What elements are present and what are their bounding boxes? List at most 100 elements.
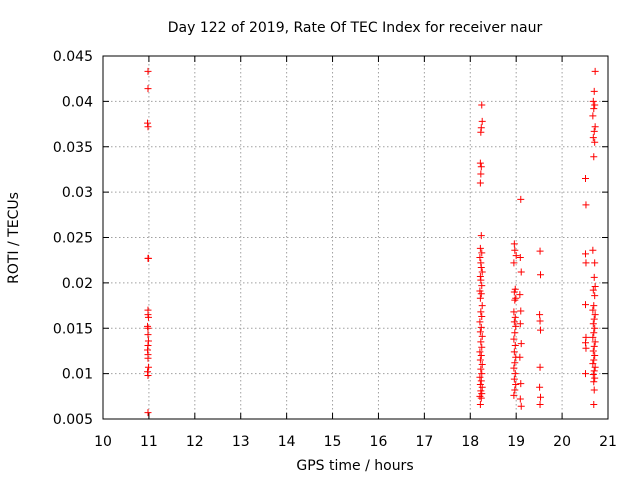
- x-axis-ticks: 10 11 12 13 14 15 16 17 18 19 20 21: [94, 56, 617, 450]
- data-point-plus-marker: [144, 254, 152, 262]
- y-tick-label: 0.005: [53, 412, 93, 428]
- data-point-plus-marker: [590, 302, 598, 310]
- chart-title: Day 122 of 2019, Rate Of TEC Index for r…: [168, 20, 543, 36]
- data-point-plus-marker: [144, 331, 152, 339]
- data-point-plus-marker: [582, 370, 590, 378]
- data-point-plus-marker: [591, 363, 599, 371]
- data-point-plus-marker: [536, 363, 544, 371]
- data-point-plus-marker: [589, 286, 597, 294]
- y-axis-ticks: 0.005 0.01 0.015 0.02 0.025 0.03 0.035 0.04 0.04…: [53, 49, 608, 428]
- data-point-plus-marker: [516, 291, 524, 299]
- data-point-plus-marker: [510, 375, 518, 383]
- data-point-plus-marker: [536, 400, 544, 408]
- data-point-plus-marker: [476, 328, 484, 336]
- data-point-plus-marker: [510, 391, 518, 399]
- data-point-plus-marker: [478, 282, 486, 290]
- data-point-plus-marker: [144, 313, 152, 321]
- y-tick-label: 0.03: [62, 185, 93, 201]
- data-point-plus-marker: [477, 232, 485, 240]
- data-point-plus-marker: [511, 386, 519, 394]
- x-tick-label: 10: [94, 434, 112, 450]
- data-point-plus-marker: [144, 123, 152, 131]
- data-point-plus-marker: [590, 127, 598, 135]
- data-point-plus-marker: [478, 343, 486, 351]
- data-point-plus-marker: [536, 311, 544, 319]
- x-tick-label: 18: [461, 434, 479, 450]
- data-point-plus-marker: [590, 378, 598, 386]
- data-point-plus-marker: [517, 402, 525, 410]
- data-point-plus-marker: [477, 263, 485, 271]
- data-point-plus-marker: [476, 392, 484, 400]
- data-point-plus-marker: [589, 320, 597, 328]
- data-point-plus-marker: [477, 290, 485, 298]
- data-point-plus-marker: [589, 246, 597, 254]
- data-point-plus-marker: [590, 87, 598, 95]
- data-point-plus-marker: [477, 170, 485, 178]
- data-point-plus-marker: [591, 338, 599, 346]
- data-point-plus-marker: [589, 134, 597, 142]
- data-point-plus-marker: [536, 247, 544, 255]
- data-point-plus-marker: [476, 244, 484, 252]
- y-tick-label: 0.02: [62, 276, 93, 292]
- data-point-plus-marker: [478, 249, 486, 257]
- data-point-plus-marker: [476, 179, 484, 187]
- data-point-plus-marker: [477, 394, 485, 402]
- grid-lines: [103, 56, 608, 419]
- x-tick-label: 11: [140, 434, 158, 450]
- data-point-plus-marker: [144, 409, 152, 417]
- x-axis-label: GPS time / hours: [296, 458, 413, 474]
- y-tick-label: 0.045: [53, 49, 93, 65]
- data-point-plus-marker: [144, 85, 152, 93]
- data-point-plus-marker: [510, 335, 518, 343]
- x-tick-label: 17: [415, 434, 433, 450]
- data-point-plus-marker: [477, 128, 485, 136]
- data-point-plus-marker: [591, 101, 599, 109]
- data-points: [144, 67, 599, 417]
- data-point-plus-marker: [589, 97, 597, 105]
- data-point-plus-marker: [478, 268, 486, 276]
- data-point-plus-marker: [591, 123, 599, 131]
- data-point-plus-marker: [144, 354, 152, 362]
- data-point-plus-marker: [478, 312, 486, 320]
- data-point-plus-marker: [591, 292, 599, 300]
- data-point-plus-marker: [516, 353, 524, 361]
- data-point-plus-marker: [589, 371, 597, 379]
- data-point-plus-marker: [590, 105, 598, 113]
- data-point-plus-marker: [477, 377, 485, 385]
- data-point-plus-marker: [590, 342, 598, 350]
- data-point-plus-marker: [590, 153, 598, 161]
- data-point-plus-marker: [589, 112, 597, 120]
- data-point-plus-marker: [537, 271, 545, 279]
- data-point-plus-marker: [477, 323, 485, 331]
- data-point-plus-marker: [590, 367, 598, 375]
- data-point-plus-marker: [516, 253, 524, 261]
- data-point-plus-marker: [591, 138, 599, 146]
- data-point-plus-marker: [517, 340, 525, 348]
- data-point-plus-marker: [582, 301, 590, 309]
- data-point-plus-marker: [144, 324, 152, 332]
- data-point-plus-marker: [510, 308, 518, 316]
- data-point-plus-marker: [590, 329, 598, 337]
- data-point-plus-marker: [590, 356, 598, 364]
- data-point-plus-marker: [511, 341, 519, 349]
- data-point-plus-marker: [477, 308, 485, 316]
- x-tick-label: 13: [232, 434, 250, 450]
- data-point-plus-marker: [591, 374, 599, 382]
- data-point-plus-marker: [477, 163, 485, 171]
- data-point-plus-marker: [517, 268, 525, 276]
- data-point-plus-marker: [591, 67, 599, 75]
- data-point-plus-marker: [478, 370, 486, 378]
- data-point-plus-marker: [537, 393, 545, 401]
- data-point-plus-marker: [512, 294, 520, 302]
- data-point-plus-marker: [510, 348, 518, 356]
- data-point-plus-marker: [511, 296, 519, 304]
- x-tick-label: 12: [186, 434, 204, 450]
- data-point-plus-marker: [589, 347, 597, 355]
- data-point-plus-marker: [477, 276, 485, 284]
- data-point-plus-marker: [476, 318, 484, 326]
- data-point-plus-marker: [591, 283, 599, 291]
- data-point-plus-marker: [511, 329, 519, 337]
- data-point-plus-marker: [510, 240, 518, 248]
- data-point-plus-marker: [589, 306, 597, 314]
- data-point-plus-marker: [591, 351, 599, 359]
